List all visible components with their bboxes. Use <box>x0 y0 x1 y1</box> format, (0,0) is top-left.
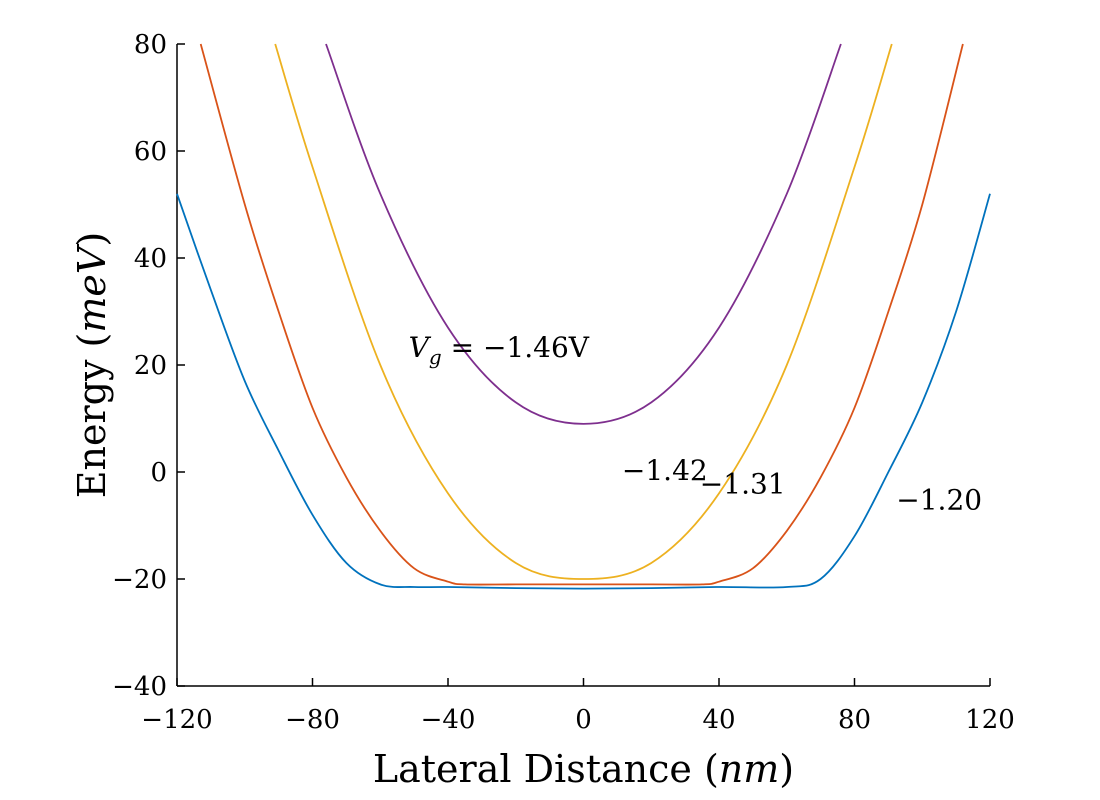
y-tick-label: 20 <box>134 351 167 381</box>
curve-annotation-4: −1.20 <box>896 483 982 516</box>
axes <box>176 44 990 687</box>
curve-annotation-2: −1.42 <box>622 454 708 487</box>
curve-annotation-3: −1.31 <box>700 467 786 500</box>
series-line-4 <box>325 43 842 425</box>
series-group <box>176 43 991 590</box>
x-axis-label: Lateral Distance (nm) <box>373 747 794 791</box>
curve-annotation-1: Vg = −1.46V <box>409 331 590 369</box>
x-tick-label: 120 <box>965 705 1015 735</box>
y-tick-label: −20 <box>112 565 167 595</box>
curve-annotations: Vg = −1.46V −1.42−1.31 −1.20 <box>409 331 982 516</box>
y-tick-label: 80 <box>134 30 167 60</box>
x-tick-label: 80 <box>838 705 871 735</box>
y-axis-label: Energy (meV) <box>70 232 114 498</box>
x-ticks: −120 −80 −40 0 40 80 120 <box>141 678 1015 735</box>
y-tick-label: −40 <box>112 672 167 702</box>
series-line-3 <box>274 43 893 580</box>
y-ticks: −40 −20 0 20 40 60 80 <box>112 30 185 702</box>
x-tick-label: 40 <box>702 705 735 735</box>
y-tick-label: 40 <box>134 244 167 274</box>
axis-titles: Lateral Distance (nm) Energy (meV) <box>70 232 794 791</box>
y-tick-label: 60 <box>134 137 167 167</box>
x-tick-label: −120 <box>141 705 212 735</box>
x-tick-label: 0 <box>575 705 592 735</box>
series-line-1 <box>176 193 991 590</box>
x-tick-label: −40 <box>421 705 476 735</box>
series-line-2 <box>199 43 964 586</box>
x-tick-label: −80 <box>285 705 340 735</box>
y-tick-label: 0 <box>150 458 167 488</box>
